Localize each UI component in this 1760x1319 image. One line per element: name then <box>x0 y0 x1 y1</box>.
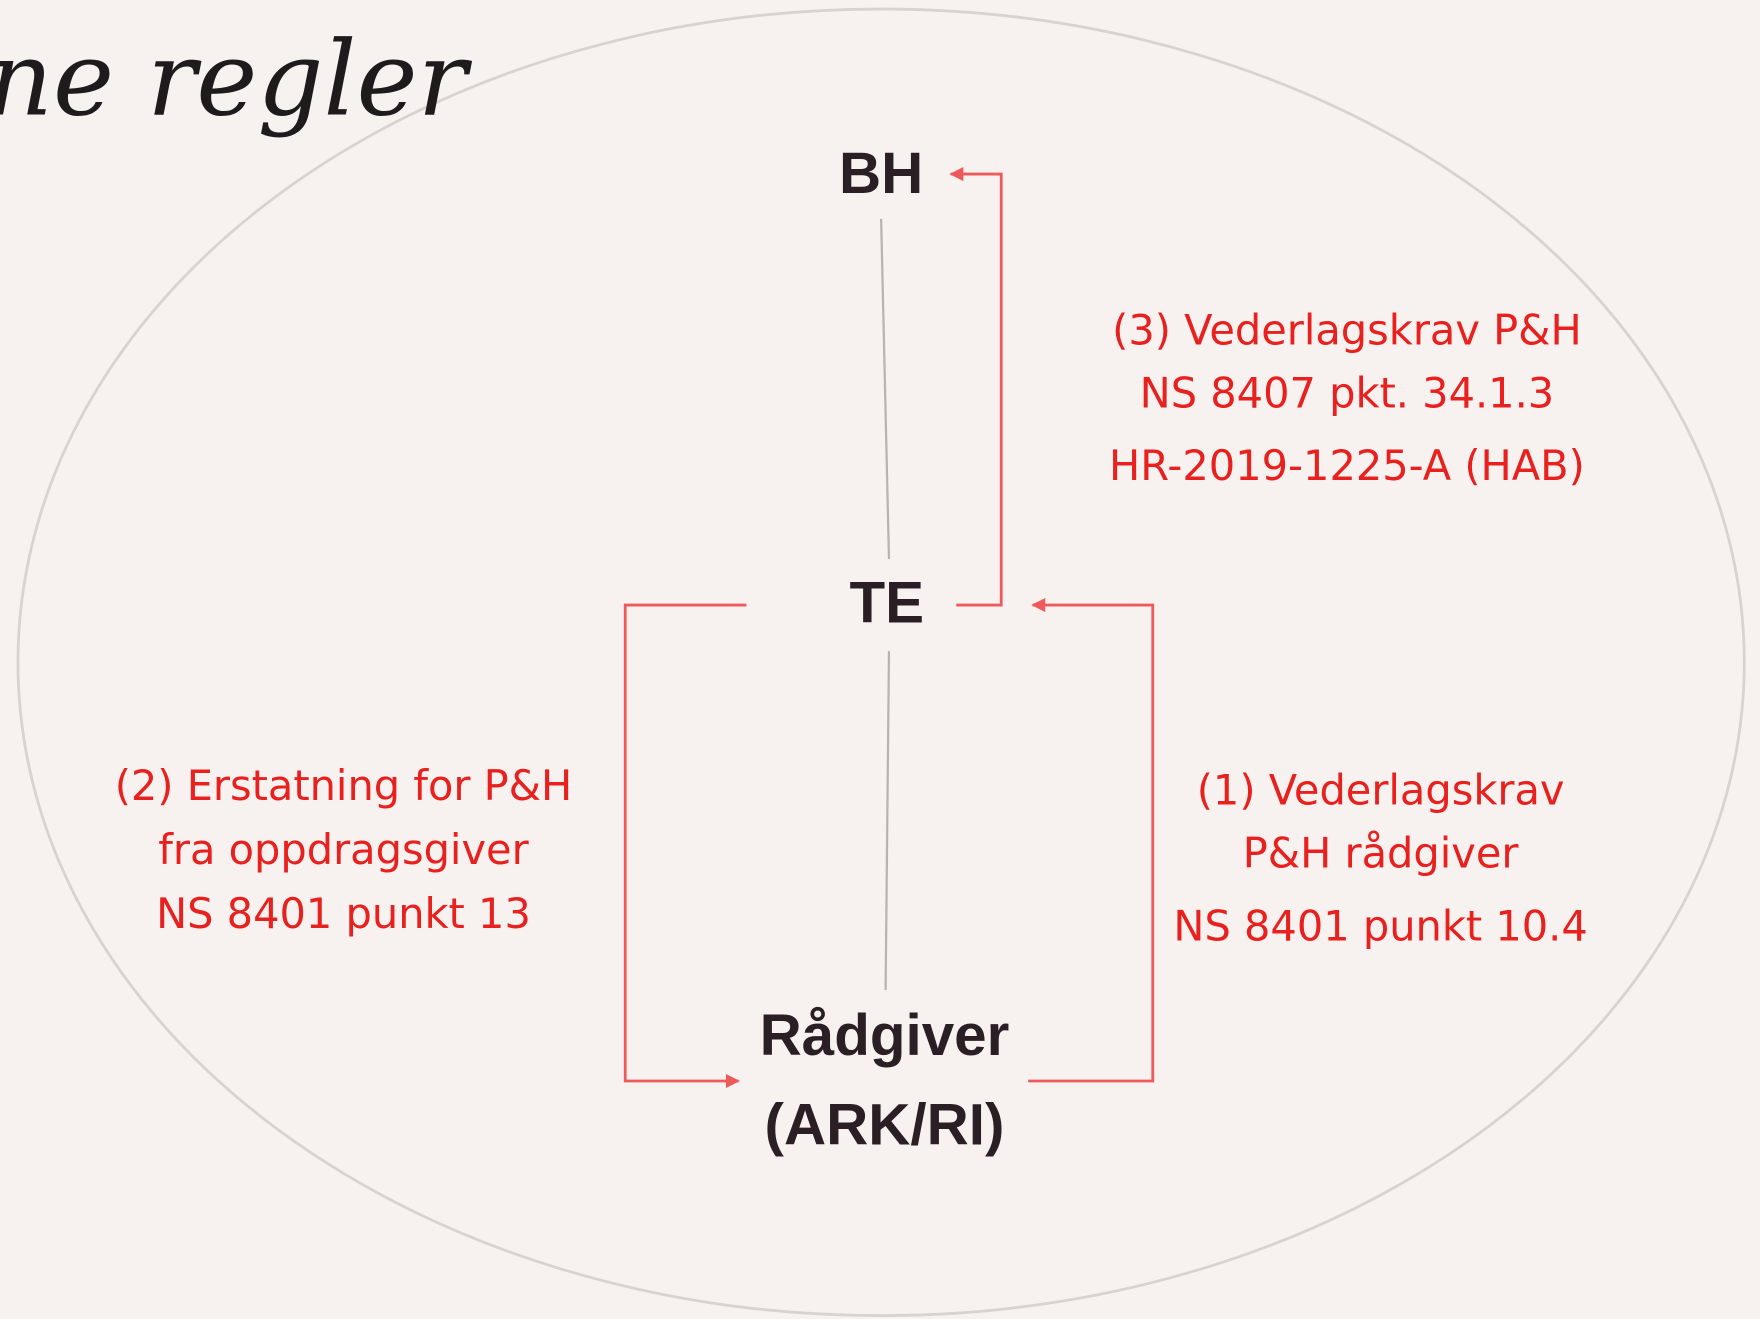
arrow <box>623 603 747 1088</box>
annotation: NS 8401 punkt 10.4 <box>1173 901 1587 950</box>
arrow <box>949 167 1003 607</box>
annotation: NS 8401 punkt 13 <box>156 889 531 938</box>
annotation: (2) Erstatning for P&H <box>115 761 573 810</box>
annotation: (1) Vederlagskrav <box>1197 766 1565 815</box>
annotation: HR-2019-1225-A (HAB) <box>1109 441 1585 490</box>
connector <box>880 218 891 560</box>
node-label: BH <box>839 141 923 206</box>
node-label: Rådgiver <box>760 1003 1010 1068</box>
connector <box>884 651 891 991</box>
annotation: fra oppdragsgiver <box>158 825 529 874</box>
annotation: NS 8407 pkt. 34.1.3 <box>1140 368 1555 417</box>
annotation: P&H rådgiver <box>1243 828 1520 877</box>
slide-title: ne regler <box>0 20 473 140</box>
arrow <box>1028 598 1155 1083</box>
annotation: (3) Vederlagskrav P&H <box>1112 305 1582 354</box>
ellipse <box>16 7 1746 1317</box>
node-label: TE <box>849 571 924 636</box>
node-label: (ARK/RI) <box>765 1093 1005 1158</box>
